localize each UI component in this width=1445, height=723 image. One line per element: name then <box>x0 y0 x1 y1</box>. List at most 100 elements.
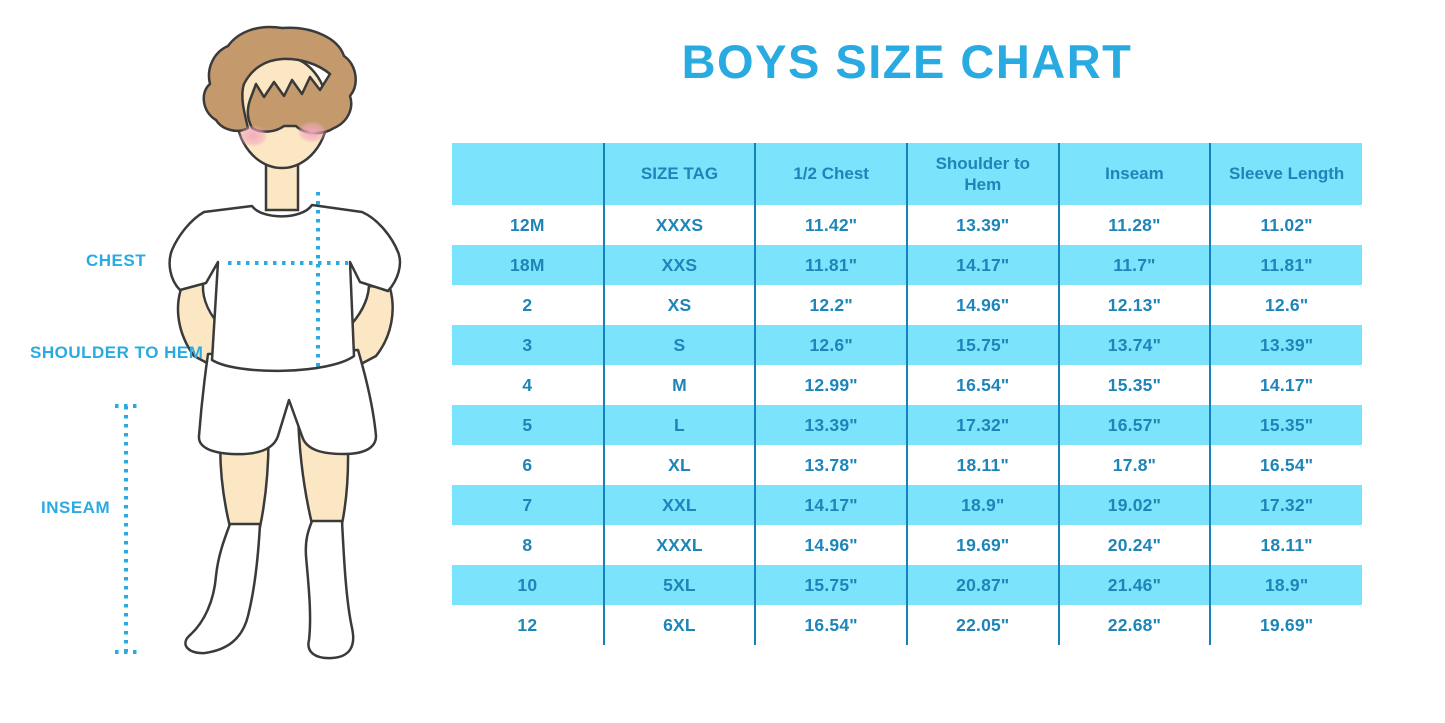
size-cell: 5 <box>452 405 604 445</box>
header-cell-half-chest: 1/2 Chest <box>754 143 907 205</box>
size-cell: 7 <box>452 485 604 525</box>
header-row: SIZE TAG 1/2 Chest Shoulder to Hem Insea… <box>452 143 1362 205</box>
size-cell: 12M <box>452 205 604 245</box>
boy-hair <box>202 25 357 135</box>
table-row: 2 XS 12.2" 14.96" 12.13" 12.6" <box>452 285 1362 325</box>
measurement-cell: 13.74" <box>1057 325 1211 365</box>
measurement-cell: 15.35" <box>1057 365 1211 405</box>
measurement-cell: 22.05" <box>905 605 1059 645</box>
measurement-cell: 5XL <box>602 565 756 605</box>
measurement-cell: 13.39" <box>905 205 1059 245</box>
measurement-cell: 13.39" <box>754 405 907 445</box>
boy-left-sock <box>184 522 262 655</box>
header-cell-inseam: Inseam <box>1057 143 1211 205</box>
size-cell: 2 <box>452 285 604 325</box>
shoulder-to-hem-label: SHOULDER TO HEM <box>30 343 204 362</box>
figure-illustration-area: CHEST SHOULDER TO HEM INSEAM <box>0 0 450 723</box>
measurement-cell: 16.54" <box>905 365 1059 405</box>
measurement-cell: 12.6" <box>1209 285 1362 325</box>
measurement-cell: 18.9" <box>905 485 1059 525</box>
measurement-cell: 14.96" <box>905 285 1059 325</box>
header-cell-size-tag: SIZE TAG <box>602 143 756 205</box>
measurement-cell: 15.35" <box>1209 405 1362 445</box>
measurement-cell: 22.68" <box>1057 605 1211 645</box>
measurement-cell: 12.13" <box>1057 285 1211 325</box>
header-cell-shoulder-to-hem: Shoulder to Hem <box>905 143 1059 205</box>
table-row: 12 6XL 16.54" 22.05" 22.68" 19.69" <box>452 605 1362 645</box>
measurement-cell: 11.7" <box>1057 245 1211 285</box>
inseam-label: INSEAM <box>41 498 111 517</box>
measurement-cell: M <box>602 365 756 405</box>
measurement-cell: 18.11" <box>1209 525 1362 565</box>
boy-shirt <box>168 203 402 373</box>
boy-right-sock <box>304 519 355 660</box>
measurement-cell: 19.02" <box>1057 485 1211 525</box>
measurement-cell: 21.46" <box>1057 565 1211 605</box>
boy-shorts <box>197 348 378 456</box>
table-row: 3 S 12.6" 15.75" 13.74" 13.39" <box>452 325 1362 365</box>
measurement-cell: L <box>602 405 756 445</box>
measurement-cell: 11.81" <box>754 245 907 285</box>
measurement-cell: 12.6" <box>754 325 907 365</box>
measurement-cell: 19.69" <box>1209 605 1362 645</box>
measurement-cell: 12.2" <box>754 285 907 325</box>
table-row: 12M XXXS 11.42" 13.39" 11.28" 11.02" <box>452 205 1362 245</box>
header-cell-size <box>452 143 604 205</box>
measurement-cell: 16.54" <box>754 605 907 645</box>
table-row: 5 L 13.39" 17.32" 16.57" 15.35" <box>452 405 1362 445</box>
table-row: 8 XXXL 14.96" 19.69" 20.24" 18.11" <box>452 525 1362 565</box>
measurement-cell: 13.78" <box>754 445 907 485</box>
chest-label: CHEST <box>86 251 147 270</box>
size-table-body: 12M XXXS 11.42" 13.39" 11.28" 11.02" 18M XXS 11.… <box>452 205 1362 645</box>
measurement-cell: XXS <box>602 245 756 285</box>
measurement-cell: 14.17" <box>754 485 907 525</box>
measurement-cell: 20.24" <box>1057 525 1211 565</box>
size-cell: 12 <box>452 605 604 645</box>
measurement-cell: S <box>602 325 756 365</box>
size-cell: 3 <box>452 325 604 365</box>
measurement-cell: 17.32" <box>905 405 1059 445</box>
measurement-cell: 14.17" <box>1209 365 1362 405</box>
measurement-cell: 20.87" <box>905 565 1059 605</box>
measurement-cell: 15.75" <box>754 565 907 605</box>
table-row: 6 XL 13.78" 18.11" 17.8" 16.54" <box>452 445 1362 485</box>
size-cell: 18M <box>452 245 604 285</box>
size-table-header: SIZE TAG 1/2 Chest Shoulder to Hem Insea… <box>452 143 1362 205</box>
measurement-cell: XXXS <box>602 205 756 245</box>
measurement-cell: 18.11" <box>905 445 1059 485</box>
measurement-cell: 15.75" <box>905 325 1059 365</box>
measurement-cell: 17.8" <box>1057 445 1211 485</box>
measurement-cell: 12.99" <box>754 365 907 405</box>
measurement-cell: XS <box>602 285 756 325</box>
measurement-cell: 14.17" <box>905 245 1059 285</box>
size-cell: 4 <box>452 365 604 405</box>
table-row: 7 XXL 14.17" 18.9" 19.02" 17.32" <box>452 485 1362 525</box>
measurement-cell: 19.69" <box>905 525 1059 565</box>
measurement-cell: XXL <box>602 485 756 525</box>
measurement-cell: 11.42" <box>754 205 907 245</box>
measurement-cell: 14.96" <box>754 525 907 565</box>
table-row: 18M XXS 11.81" 14.17" 11.7" 11.81" <box>452 245 1362 285</box>
measurement-cell: 11.28" <box>1057 205 1211 245</box>
size-table: SIZE TAG 1/2 Chest Shoulder to Hem Insea… <box>452 143 1362 645</box>
measurement-cell: 16.57" <box>1057 405 1211 445</box>
measurement-cell: 11.02" <box>1209 205 1362 245</box>
measurement-cell: 17.32" <box>1209 485 1362 525</box>
size-cell: 8 <box>452 525 604 565</box>
boy-figure-illustration <box>115 25 402 660</box>
table-row: 4 M 12.99" 16.54" 15.35" 14.17" <box>452 365 1362 405</box>
measurement-cell: 11.81" <box>1209 245 1362 285</box>
measurement-cell: XXXL <box>602 525 756 565</box>
measurement-cell: 6XL <box>602 605 756 645</box>
measurement-cell: 16.54" <box>1209 445 1362 485</box>
header-cell-sleeve-length: Sleeve Length <box>1209 143 1362 205</box>
measurement-cell: XL <box>602 445 756 485</box>
page-title: BOYS SIZE CHART <box>681 35 1133 88</box>
boy-left-cheek <box>238 125 268 147</box>
size-cell: 6 <box>452 445 604 485</box>
measurement-cell: 18.9" <box>1209 565 1362 605</box>
size-cell: 10 <box>452 565 604 605</box>
measurement-cell: 13.39" <box>1209 325 1362 365</box>
table-row: 10 5XL 15.75" 20.87" 21.46" 18.9" <box>452 565 1362 605</box>
